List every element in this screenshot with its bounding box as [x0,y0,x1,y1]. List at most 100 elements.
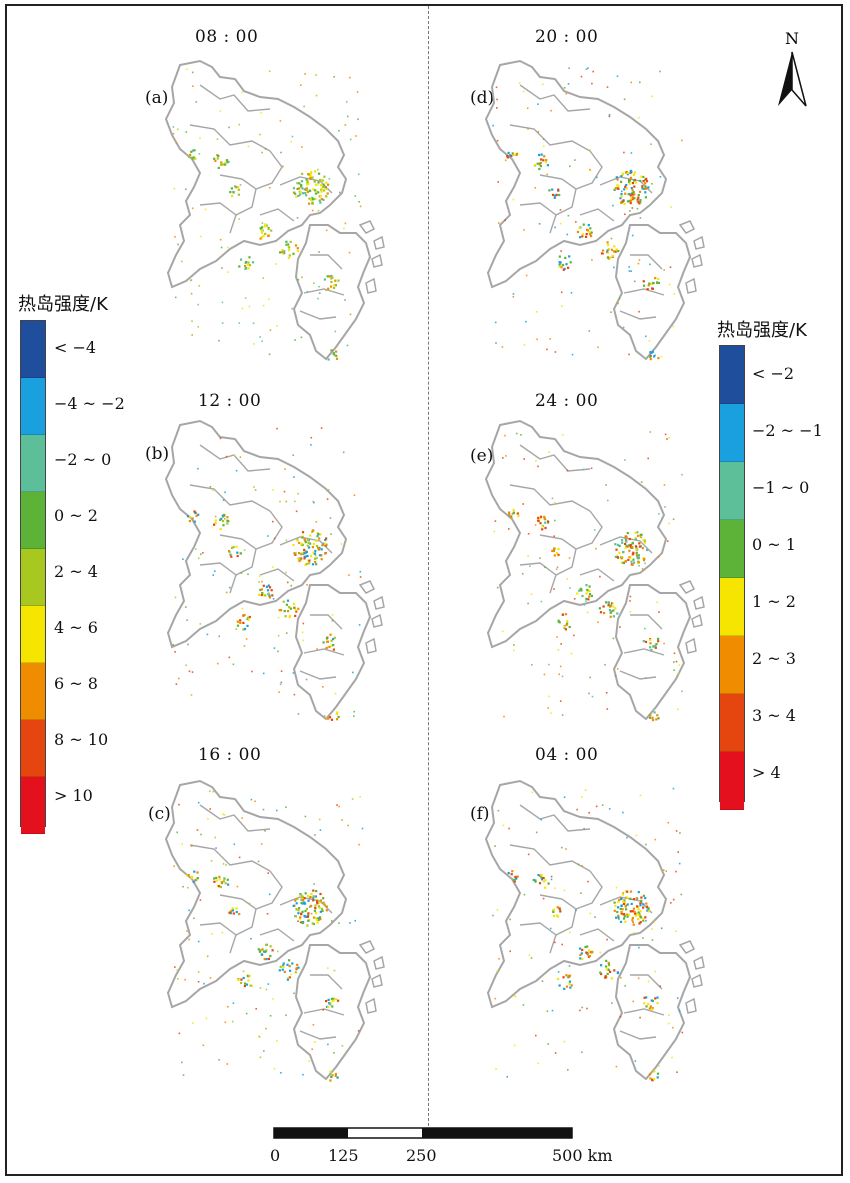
heat-pixel [219,110,222,112]
heat-pixel [359,795,361,798]
heat-pixel [221,931,224,934]
legend-right-label: < −2 [752,363,795,383]
heat-pixel [631,910,635,913]
heat-pixel [196,829,199,831]
heat-pixel [315,557,318,559]
heat-pixel [241,817,243,819]
heat-pixel [220,163,223,166]
heat-pixel [316,535,319,538]
heat-pixel [560,291,563,294]
heat-pixel [249,984,252,987]
heat-pixel [561,434,564,436]
heat-pixel [306,915,309,918]
legend-left-label: −4 ~ −2 [54,394,125,413]
heat-pixel [567,1069,569,1071]
heat-pixel [268,298,270,301]
heat-pixel [639,199,642,202]
heat-pixel [221,514,224,517]
heat-pixel [226,161,229,164]
heat-pixel [238,322,241,324]
heat-pixel [276,809,278,812]
heat-pixel [292,904,295,907]
heat-pixel [640,899,643,902]
heat-pixel [312,563,315,566]
heat-pixel [339,191,341,194]
heat-pixel [623,151,625,154]
heat-pixel [250,798,253,801]
heat-pixel [664,433,667,436]
heat-pixel [261,580,263,583]
heat-pixel [313,501,315,504]
heat-pixel [530,957,533,959]
heat-pixel [209,486,212,488]
heat-pixel [319,829,322,831]
heat-pixel [317,905,320,908]
heat-pixel [570,984,573,987]
heat-pixel [582,223,585,226]
heat-pixel [218,875,221,878]
heat-pixel [541,528,544,531]
heat-pixel [259,1056,262,1059]
heat-pixel [575,909,577,912]
heat-pixel [254,489,257,491]
heat-pixel [329,1002,332,1005]
heat-pixel [624,920,627,923]
heat-pixel [319,178,322,181]
heat-pixel [623,98,626,101]
heat-pixel [617,187,620,190]
heat-pixel [513,995,516,997]
heat-pixel [626,915,629,918]
heat-pixel [615,1065,618,1068]
heat-pixel [630,902,633,905]
heat-pixel [638,545,641,548]
heat-pixel [328,645,331,649]
heat-pixel [504,219,506,222]
heat-pixel [317,547,320,550]
heat-pixel [297,966,300,969]
heat-pixel [655,642,658,646]
heat-pixel [637,196,640,199]
heat-pixel [306,544,309,547]
city-boundary [259,928,295,942]
heat-pixel [638,202,641,205]
heat-pixel [526,107,529,109]
heat-pixel [337,999,340,1002]
heat-pixel [667,540,669,542]
coastal-islands [358,580,385,654]
heat-pixel [260,112,262,114]
heat-pixel [649,638,652,641]
heat-pixel [187,643,189,646]
heat-pixel [241,607,243,610]
heat-pixel [508,528,510,530]
heat-pixel [550,878,553,881]
heat-pixel [194,511,197,514]
heat-pixel [184,978,186,981]
heat-pixel [314,183,317,186]
heat-pixel [672,1026,674,1029]
heat-pixel [330,533,332,535]
heat-pixel [267,584,270,587]
heat-pixel [632,173,635,176]
heat-pixel [527,533,530,535]
heat-pixel [359,205,362,208]
heat-pixel [509,154,512,157]
heat-pixel [319,899,323,902]
heat-pixel [292,252,295,255]
heat-pixel [329,517,332,519]
heat-pixel [567,214,570,217]
heat-pixel [628,199,631,202]
heat-pixel [188,670,191,673]
heat-pixel [192,1022,194,1024]
heat-pixel [591,695,594,698]
heat-pixel [583,604,586,606]
heat-pixel [312,896,315,899]
heat-pixel [278,691,280,693]
coastal-islands [678,580,705,654]
heat-pixel [349,922,351,924]
heat-pixel [301,192,305,195]
heat-pixel [636,531,639,534]
heat-pixel [525,320,527,323]
heat-pixel [354,195,357,197]
heat-pixel [658,611,660,613]
city-boundary [303,648,345,656]
